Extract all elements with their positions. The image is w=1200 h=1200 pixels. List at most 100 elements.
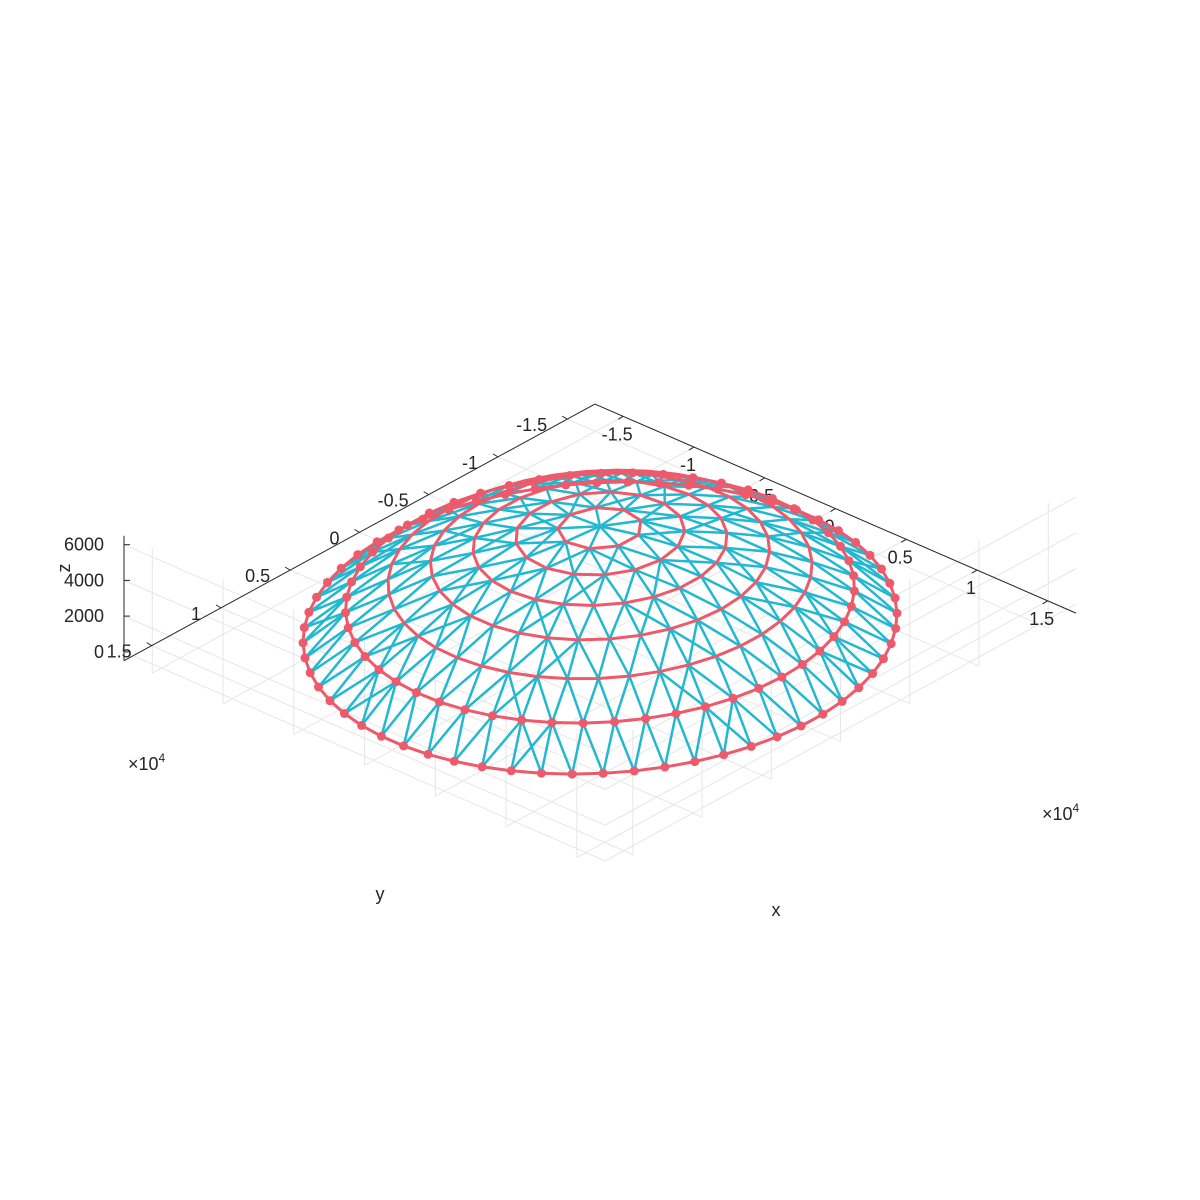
mesh-diagonal-member [566,639,580,679]
mesh-diagonal-member [438,665,483,703]
mesh-diagonal-member [399,544,435,551]
mesh-diagonal-member [550,722,574,775]
mesh-node [368,547,378,557]
mesh-node [357,720,367,730]
mesh-diagonal-member [536,676,554,723]
mesh-diagonal-member [843,620,892,645]
mesh-diagonal-member [528,512,559,530]
mesh-diagonal-member [510,567,548,593]
mesh-diagonal-member [474,536,517,545]
mesh-node [854,683,864,693]
mesh-diagonal-member [704,706,725,756]
mesh-node [849,586,859,596]
mesh-diagonal-member [546,603,565,639]
mesh-node [402,520,412,530]
mesh-node [684,480,694,490]
mesh-diagonal-member [458,508,500,518]
mesh-diagonal-member [491,567,547,582]
mesh-diagonal-member [464,671,510,711]
mesh-node [868,669,878,679]
mesh-node [325,696,335,706]
mesh-node [777,672,787,682]
mesh-node [488,711,498,721]
mesh-diagonal-member [793,606,821,652]
mesh-ring-member [386,468,814,681]
mesh-diagonal-member [720,608,742,647]
mesh-node [418,514,428,524]
mesh-diagonal-member [515,527,559,545]
mesh-diagonal-member [652,559,662,598]
mesh-diagonal-member [329,668,380,702]
mesh-node [517,715,527,725]
mesh-diagonal-member [640,515,681,522]
mesh-diagonal-member [463,665,483,711]
mesh-diagonal-member [434,536,475,547]
mesh-diagonal-member [439,579,493,593]
mesh-diagonal-member [364,634,419,658]
axes-box [123,403,1077,662]
mesh-node [561,480,571,490]
mesh-diagonal-member [480,715,494,768]
mesh-diagonal-member [632,718,647,772]
mesh-diagonal-member [623,602,642,636]
mesh-diagonal-member [634,569,655,598]
mesh-diagonal-member [510,719,523,772]
mesh-diagonal-member [354,622,405,644]
mesh-diagonal-member [687,663,734,700]
mesh-diagonal-member [688,493,730,499]
mesh-diagonal-member [708,504,748,510]
mesh-node [500,489,510,499]
x-tick-mark [688,446,695,451]
y-axis-exponent: ×104 [128,751,166,774]
mesh-diagonal-member [687,664,707,708]
mesh-diagonal-member [843,620,885,660]
mesh-diagonal-member [430,551,474,563]
mesh-node [890,593,900,603]
mesh-diagonal-member [747,505,774,510]
mesh-diagonal-member [399,529,445,551]
mesh-diagonal-member [599,508,625,528]
mesh-diagonal-member [601,721,616,774]
grid-line-y [359,531,841,742]
mesh-node [851,537,861,547]
mesh-diagonal-member [623,502,665,512]
mesh-node [700,702,710,712]
mesh-diagonal-member [303,596,348,629]
mesh-diagonal-member [740,595,781,623]
mesh-diagonal-member [588,548,606,576]
mesh-node [846,601,856,611]
mesh-diagonal-member [588,525,602,550]
mesh-diagonal-member [769,550,813,564]
mesh-diagonal-member [595,494,641,509]
x-tick-label: 0.5 [888,547,913,567]
mesh-diagonal-member [550,500,571,516]
mesh-diagonal-member [536,637,549,677]
mesh-diagonal-member [852,574,898,615]
mesh-diagonal-member [832,636,860,689]
mesh-diagonal-member [507,632,521,673]
mesh-diagonal-member [739,595,764,635]
mesh-diagonal-member [747,507,790,521]
mesh-node [796,721,806,731]
mesh-diagonal-member [623,494,642,511]
mesh-diagonal-member [684,530,726,550]
mesh-diagonal-member [354,608,396,644]
mesh-diagonal-member [850,605,893,645]
mesh-diagonal-member [345,593,390,614]
mesh-diagonal-member [458,515,484,525]
mesh-diagonal-member [391,559,431,566]
mesh-diagonal-member [351,563,393,583]
mesh-diagonal-member [809,576,853,608]
mesh-node [305,668,315,678]
mesh-diagonal-member [603,574,626,604]
mesh-node [374,665,384,675]
mesh-diagonal-member [491,675,539,717]
mesh-diagonal-member [343,680,397,715]
mesh-diagonal-member [608,602,626,640]
mesh-diagonal-member [680,515,722,520]
mesh-diagonal-member [613,675,631,723]
mesh-diagonal-member [474,526,518,540]
mesh-node [565,470,575,480]
mesh-diagonal-member [411,515,460,536]
